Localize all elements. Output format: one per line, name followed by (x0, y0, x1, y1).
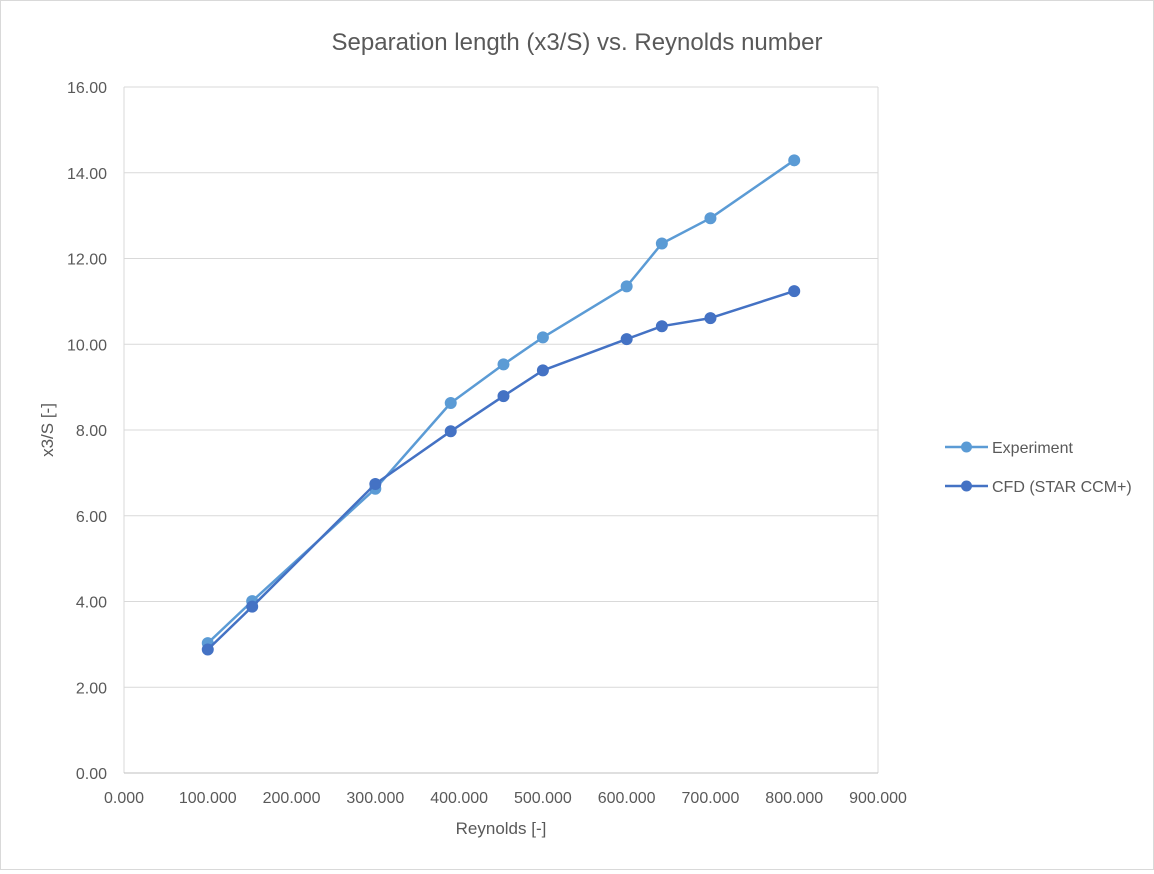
data-point (444, 396, 457, 409)
data-point (655, 237, 668, 250)
y-tick-label: 16.00 (67, 80, 107, 97)
x-tick-label: 900.000 (849, 790, 907, 807)
y-tick-label: 4.00 (76, 595, 107, 612)
y-tick-label: 0.00 (76, 766, 107, 783)
x-tick-label: 600.000 (598, 790, 656, 807)
data-point (497, 358, 510, 371)
data-point (536, 331, 549, 344)
axes: 0.00 2.00 4.00 6.00 8.00 10.00 12.00 14.00 16.00… (67, 80, 907, 807)
data-point (620, 280, 633, 293)
y-tick-label: 10.00 (67, 337, 107, 354)
data-point (655, 320, 668, 333)
data-point (788, 285, 801, 298)
data-point (246, 600, 259, 613)
chart-title: Separation length (x3/S) vs. Reynolds nu… (332, 29, 823, 56)
legend-item: Experiment (945, 440, 1073, 457)
data-point (201, 643, 214, 656)
data-point (788, 154, 801, 167)
data-point (444, 425, 457, 438)
x-tick-label: 500.000 (514, 790, 572, 807)
gridlines (123, 86, 879, 773)
legend-item: CFD (STAR CCM+) (945, 479, 1132, 496)
legend-marker (961, 480, 972, 492)
x-tick-label: 200.000 (263, 790, 321, 807)
data-point (497, 390, 510, 403)
x-tick-label: 800.000 (765, 790, 823, 807)
data-point (369, 478, 382, 491)
y-tick-label: 6.00 (76, 509, 107, 526)
legend-label: CFD (STAR CCM+) (992, 479, 1132, 496)
x-tick-label: 100.000 (179, 790, 237, 807)
x-tick-label: 300.000 (346, 790, 404, 807)
x-axis-title: Reynolds [-] (456, 819, 547, 838)
data-point (536, 364, 549, 377)
x-tick-label: 700.000 (682, 790, 740, 807)
y-tick-label: 8.00 (76, 423, 107, 440)
data-point (704, 212, 717, 225)
y-axis-title: x3/S [-] (38, 403, 57, 457)
legend: Experiment CFD (STAR CCM+) (945, 440, 1132, 496)
y-tick-label: 14.00 (67, 166, 107, 183)
data-point (704, 312, 717, 325)
x-tick-label: 0.000 (104, 790, 144, 807)
series-2 (201, 285, 801, 656)
legend-label: Experiment (992, 440, 1073, 457)
series-line (206, 159, 795, 645)
series-1 (201, 154, 801, 650)
y-tick-label: 2.00 (76, 680, 107, 697)
plot-series (201, 154, 801, 656)
y-tick-label: 12.00 (67, 252, 107, 269)
x-tick-label: 400.000 (430, 790, 488, 807)
series-line (206, 289, 795, 651)
data-point (620, 333, 633, 346)
legend-marker (961, 441, 972, 453)
